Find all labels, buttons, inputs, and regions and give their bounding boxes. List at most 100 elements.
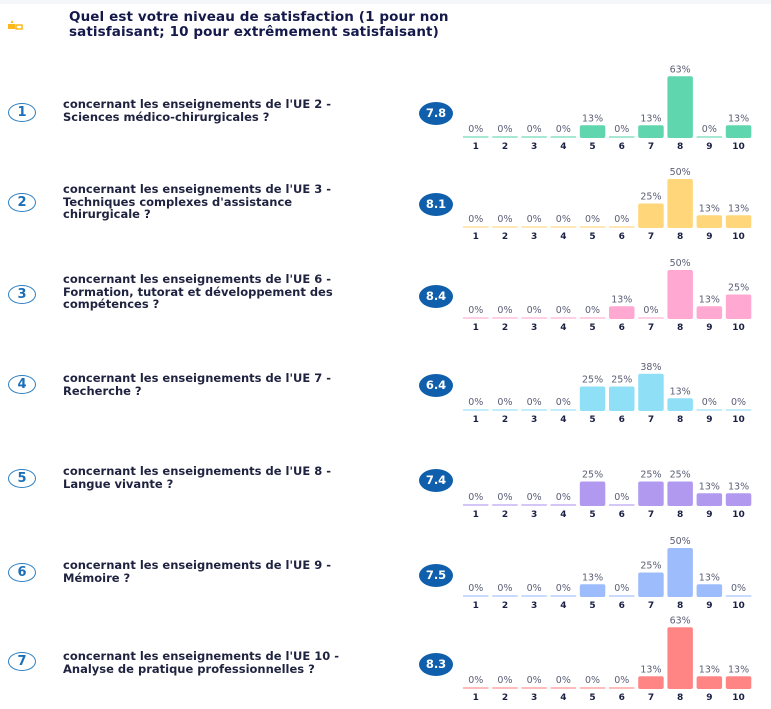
x-tick-label: 4 [560, 232, 566, 242]
x-tick-label: 8 [677, 232, 683, 242]
question-text-line: concernant les enseignements de l'UE 10 … [63, 649, 339, 663]
question-number-badge: 3 [8, 285, 36, 304]
data-label: 0% [468, 675, 483, 686]
data-label: 0% [731, 397, 746, 408]
title-line-1: Quel est votre niveau de satisfaction (1… [69, 9, 449, 25]
x-tick-label: 1 [473, 415, 479, 425]
data-label: 63% [670, 615, 691, 626]
x-tick-label: 1 [473, 232, 479, 242]
rating-distribution-chart: 0% 1 0% 2 0% 3 0% 4 25% 5 0% 6 25% 7 25% 8 13% 9 13% 10 [463, 470, 752, 520]
data-label: 13% [699, 481, 720, 492]
question-text: concernant les enseignements de l'UE 3 -… [63, 183, 393, 221]
bar-10 [725, 493, 752, 506]
bar-8 [667, 76, 693, 138]
x-tick-label: 2 [502, 510, 508, 520]
bar-4 [550, 136, 577, 138]
data-label: 0% [527, 397, 542, 408]
bar-9 [696, 493, 723, 506]
x-tick-label: 9 [706, 142, 712, 152]
bar-10 [725, 215, 752, 228]
bar-7 [638, 317, 664, 319]
data-label: 0% [497, 583, 512, 594]
x-tick-label: 5 [589, 693, 595, 703]
data-label: 0% [702, 397, 717, 408]
x-tick-label: 6 [619, 693, 625, 703]
question-number-badge: 5 [8, 469, 36, 488]
data-label: 13% [699, 294, 720, 305]
rating-distribution-chart: 0%10%20%30%40%50%625%750%813%913%10 [463, 167, 752, 242]
data-label: 13% [728, 113, 749, 124]
bar-10 [725, 595, 752, 597]
average-score-badge: 7.8 [419, 102, 453, 125]
bar-8 [667, 548, 693, 597]
x-tick-label: 3 [531, 232, 537, 242]
bar-4 [550, 595, 577, 597]
data-label: 13% [699, 664, 720, 675]
average-score-badge: 6.4 [419, 374, 453, 397]
x-tick-label: 6 [619, 601, 625, 611]
x-tick-label: 2 [502, 232, 508, 242]
question-text: concernant les enseignements de l'UE 2 -… [63, 98, 393, 123]
data-label: 0% [643, 305, 658, 316]
question-text-line: concernant les enseignements de l'UE 9 - [63, 558, 331, 572]
x-tick-label: 5 [589, 510, 595, 520]
bar-4 [550, 687, 577, 689]
data-label: 0% [497, 492, 512, 503]
bar-2 [492, 226, 518, 228]
bar-5 [579, 226, 606, 228]
question-text-line: compétences ? [63, 297, 160, 311]
data-label: 0% [468, 305, 483, 316]
x-tick-label: 10 [732, 415, 745, 425]
bar-6 [609, 386, 635, 411]
x-tick-label: 2 [502, 415, 508, 425]
bar-2 [492, 504, 518, 506]
data-label: 25% [582, 375, 603, 386]
data-label: 13% [699, 203, 720, 214]
bar-8 [667, 627, 693, 689]
question-number-badge: 7 [8, 652, 36, 671]
x-tick-label: 8 [677, 323, 683, 333]
data-label: 0% [702, 124, 717, 135]
data-label: 0% [497, 124, 512, 135]
data-label: 0% [556, 583, 571, 594]
data-label: 13% [582, 113, 603, 124]
bar-2 [492, 136, 518, 138]
x-tick-label: 9 [706, 693, 712, 703]
x-tick-label: 1 [473, 601, 479, 611]
average-score-badge: 7.5 [419, 564, 453, 587]
data-label: 13% [670, 386, 691, 397]
data-label: 0% [468, 124, 483, 135]
question-text-line: Formation, tutorat et développement des [63, 284, 333, 299]
bar-10 [725, 125, 752, 138]
data-label: 0% [527, 675, 542, 686]
x-tick-label: 5 [589, 142, 595, 152]
x-tick-label: 10 [732, 510, 745, 520]
data-label: 0% [556, 492, 571, 503]
x-tick-label: 1 [473, 693, 479, 703]
x-tick-label: 4 [560, 323, 566, 333]
bar-6 [609, 306, 635, 319]
bar-1 [463, 409, 489, 411]
question-text: concernant les enseignements de l'UE 6 -… [63, 273, 393, 311]
question-text-line: Techniques complexes d'assistance [63, 194, 293, 209]
survey-question-title: Quel est votre niveau de satisfaction (1… [69, 10, 489, 40]
bar-1 [463, 226, 489, 228]
x-tick-label: 10 [732, 323, 745, 333]
question-text-line: Mémoire ? [63, 570, 131, 585]
x-tick-label: 6 [619, 232, 625, 242]
question-text-line: Sciences médico-chirurgicales ? [63, 109, 270, 124]
data-label: 0% [497, 305, 512, 316]
data-label: 13% [582, 572, 603, 583]
data-label: 0% [468, 492, 483, 503]
question-text-line: concernant les enseignements de l'UE 6 - [63, 272, 331, 286]
bar-6 [609, 226, 635, 228]
data-label: 0% [731, 583, 746, 594]
bar-3 [521, 687, 547, 689]
bar-2 [492, 595, 518, 597]
rating-distribution-chart: 0% 1 0% 2 0% 3 0% 4 25% 5 25% 6 38% 7 13% 8 0% 9 0% 10 [463, 362, 752, 425]
average-score-badge: 8.1 [419, 193, 453, 216]
data-label: 0% [614, 583, 629, 594]
question-text-line: Analyse de pratique professionnelles ? [63, 661, 315, 676]
data-label: 63% [670, 64, 691, 75]
bar-6 [609, 136, 635, 138]
